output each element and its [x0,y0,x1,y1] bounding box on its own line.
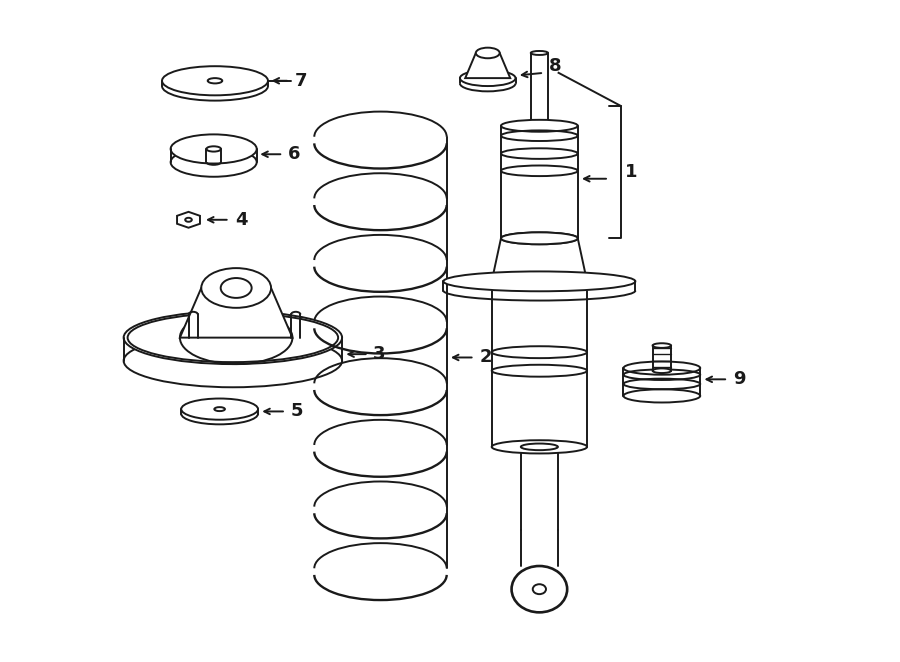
Ellipse shape [208,78,222,83]
Ellipse shape [652,368,671,373]
Ellipse shape [181,399,258,420]
Ellipse shape [123,311,342,364]
Text: 5: 5 [291,402,303,420]
Ellipse shape [533,585,546,594]
Ellipse shape [531,51,548,55]
Ellipse shape [521,444,558,450]
Ellipse shape [501,120,578,132]
Text: 4: 4 [235,211,248,229]
Polygon shape [491,238,587,281]
Ellipse shape [202,268,271,308]
Text: 9: 9 [734,370,746,389]
Text: 6: 6 [288,145,301,164]
Ellipse shape [123,334,342,387]
Polygon shape [501,126,578,127]
Ellipse shape [206,146,220,152]
Ellipse shape [162,66,268,95]
Ellipse shape [491,440,587,453]
Ellipse shape [444,271,635,291]
Text: 2: 2 [480,348,492,367]
Ellipse shape [624,361,700,375]
Ellipse shape [460,70,516,86]
Ellipse shape [501,232,578,244]
Ellipse shape [624,389,700,402]
Ellipse shape [185,218,192,222]
Polygon shape [465,53,510,78]
Polygon shape [177,212,200,228]
Ellipse shape [652,344,671,348]
Ellipse shape [214,407,225,411]
Ellipse shape [531,124,548,128]
Ellipse shape [476,48,500,58]
Ellipse shape [511,566,567,612]
Ellipse shape [491,275,587,288]
Text: 3: 3 [374,345,386,363]
Text: 7: 7 [294,71,307,90]
Ellipse shape [171,148,256,177]
Ellipse shape [501,232,578,244]
Ellipse shape [220,278,252,298]
Text: 8: 8 [549,57,562,75]
Text: 1: 1 [625,163,637,181]
Polygon shape [180,288,292,338]
Ellipse shape [171,134,256,164]
